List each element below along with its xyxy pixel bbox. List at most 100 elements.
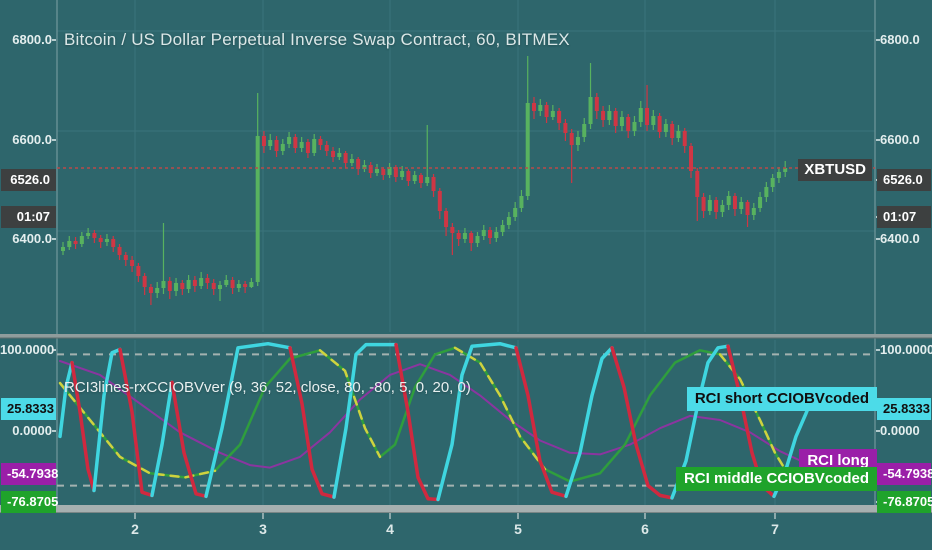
- candle-body: [758, 197, 763, 208]
- rci-long-line: [59, 360, 811, 469]
- candle-body: [337, 153, 342, 157]
- candle-body: [532, 103, 536, 111]
- bar-countdown-badge: 01:07: [1, 206, 56, 228]
- candle-body: [494, 232, 499, 238]
- rci-short-line-segment: [118, 347, 154, 498]
- candle-body: [663, 124, 668, 132]
- candle-body: [104, 239, 109, 242]
- rci-short-line-segment: [170, 380, 208, 499]
- candle-body: [475, 236, 480, 243]
- candle-body: [123, 255, 128, 260]
- candle-body: [199, 278, 204, 286]
- candle-body: [236, 284, 241, 288]
- candle-body: [349, 159, 354, 163]
- candle-body: [450, 227, 455, 233]
- candle-body: [544, 105, 549, 117]
- candle-body: [161, 281, 166, 288]
- candle-body: [180, 283, 185, 289]
- candle-body: [117, 247, 122, 255]
- candle-body: [488, 230, 493, 238]
- candles-layer: [61, 56, 788, 305]
- candle-body: [186, 280, 191, 289]
- candle-body: [720, 205, 725, 212]
- horizontal-scrollbar[interactable]: [0, 505, 932, 512]
- bar-countdown-badge: 01:07: [877, 206, 931, 228]
- candle-body: [230, 280, 235, 288]
- candle-body: [331, 151, 336, 157]
- indicator-legend-title[interactable]: RCI3lines-rxCCIOBVver (9, 36, 52, close,…: [64, 379, 471, 396]
- indicator-series-badge[interactable]: RCI middle CCIOBVcoded: [675, 467, 877, 491]
- price-axis-label: 6600.0: [12, 132, 52, 147]
- candle-body: [594, 97, 599, 111]
- time-axis-label: 3: [259, 521, 267, 537]
- rci-short-line-segment: [564, 346, 614, 499]
- price-axis-label: 0.0000: [12, 423, 52, 438]
- candle-body: [305, 142, 310, 153]
- candle-body: [607, 111, 612, 120]
- candle-body: [726, 196, 731, 205]
- candle-body: [519, 196, 524, 208]
- rci-short-line-segment: [150, 380, 174, 498]
- rci-middle-coded-line: [718, 353, 812, 485]
- rci-short-line-segment: [92, 347, 122, 493]
- candle-body: [732, 196, 737, 209]
- candle-body: [657, 116, 662, 132]
- indicator-lines-layer: [58, 341, 814, 502]
- price-axis-label: 0.0000: [880, 423, 920, 438]
- pane-separator[interactable]: [0, 334, 932, 338]
- candle-body: [444, 211, 449, 227]
- candle-body: [299, 142, 304, 148]
- price-axis-label: -54.7938: [1, 463, 58, 485]
- time-axis-label: 5: [514, 521, 522, 537]
- candle-body: [155, 288, 160, 293]
- candle-body: [293, 137, 298, 148]
- candle-body: [469, 233, 474, 243]
- indicator-series-badge[interactable]: RCI short CCIOBVcoded: [686, 387, 877, 411]
- candle-body: [670, 124, 675, 138]
- candle-body: [261, 136, 266, 146]
- candle-body: [98, 238, 103, 242]
- price-axis-label: -76.8705: [877, 491, 932, 513]
- time-axis-label: 2: [131, 521, 139, 537]
- candle-body: [500, 225, 505, 232]
- candle-body: [783, 168, 788, 172]
- candle-body: [79, 236, 84, 244]
- price-axis-label: 6400.0: [12, 231, 52, 246]
- price-axis-label: 100.0000: [0, 342, 55, 357]
- rci-short-line-segment: [610, 346, 674, 500]
- candle-body: [67, 241, 72, 247]
- candle-body: [287, 137, 292, 144]
- price-axis-label: -76.8705: [1, 491, 58, 513]
- candle-body: [192, 280, 197, 286]
- price-axis-label: 25.8333: [877, 398, 931, 420]
- candle-body: [645, 108, 650, 125]
- candle-body: [437, 191, 442, 211]
- candle-body: [739, 202, 744, 209]
- candle-body: [343, 153, 348, 163]
- rci-short-line-segment: [288, 346, 336, 499]
- candle-body: [356, 159, 361, 169]
- price-axis-label: 6800.0: [880, 32, 920, 47]
- candle-body: [368, 165, 373, 173]
- candle-body: [676, 131, 681, 138]
- candle-body: [274, 140, 279, 151]
- candle-body: [268, 140, 273, 146]
- price-axis-label: 6600.0: [880, 132, 920, 147]
- chart-legend-title[interactable]: Bitcoin / US Dollar Perpetual Inverse Sw…: [64, 30, 570, 49]
- rci-short-line-segment: [70, 360, 96, 493]
- rci-short-line-segment: [332, 342, 398, 499]
- candle-body: [462, 233, 467, 239]
- candle-body: [550, 111, 555, 117]
- price-axis-label: 6400.0: [880, 231, 920, 246]
- candle-body: [86, 233, 91, 236]
- time-axis[interactable]: [0, 513, 932, 550]
- candle-body: [130, 260, 135, 266]
- time-axis-label: 4: [386, 521, 394, 537]
- candle-body: [400, 171, 405, 177]
- rci-short-line-segment: [204, 341, 292, 499]
- rci-short-line-segment: [436, 341, 518, 502]
- candle-body: [513, 208, 518, 217]
- candle-body: [205, 278, 210, 283]
- candle-body: [92, 233, 97, 238]
